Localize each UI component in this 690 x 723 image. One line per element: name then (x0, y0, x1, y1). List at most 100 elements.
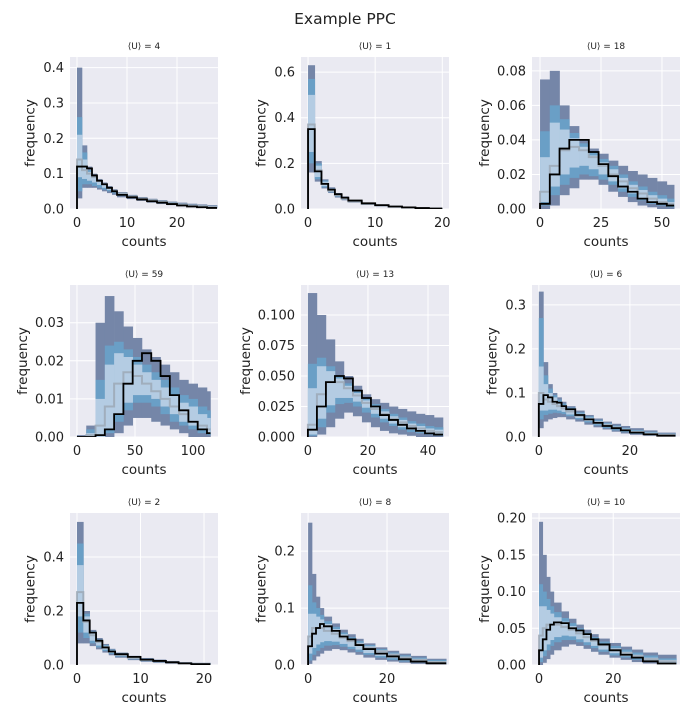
y-tick-label: 0.075 (258, 339, 295, 354)
y-tick-label: 0.0 (274, 203, 295, 218)
subplot-title: ⟨U⟩ = 10 (587, 498, 626, 508)
x-tick-label: 50 (654, 216, 671, 231)
y-tick-label: 0.4 (43, 551, 64, 566)
y-tick-label: 0.02 (35, 354, 64, 369)
subplot-title: ⟨U⟩ = 1 (359, 42, 392, 52)
inner-band-bin (326, 371, 335, 405)
y-tick-label: 0.00 (497, 203, 526, 218)
inner-band-bin (105, 365, 115, 430)
x-tick-label: 20 (169, 216, 186, 231)
y-tick-label: 0.1 (274, 602, 295, 617)
y-tick-label: 0.15 (497, 548, 526, 563)
inner-band-bin (569, 138, 579, 167)
y-tick-label: 0.00 (35, 431, 64, 446)
x-tick-label: 20 (196, 672, 213, 687)
x-tick-label: 20 (622, 444, 639, 459)
inner-band-bin (560, 130, 570, 175)
y-tick-label: 0.3 (43, 96, 64, 111)
y-tick-label: 0.0 (43, 203, 64, 218)
y-tick-label: 0.050 (258, 370, 295, 385)
subplot-title: ⟨U⟩ = 4 (128, 42, 161, 52)
y-tick-label: 0.100 (258, 309, 295, 324)
x-axis-label: counts (583, 690, 628, 706)
y-tick-label: 0.025 (258, 400, 295, 415)
inner-band-bin (317, 366, 326, 418)
x-tick-label: 20 (605, 672, 622, 687)
y-axis-label: frequency (23, 555, 39, 623)
x-tick-label: 0 (536, 216, 544, 231)
inner-band-bin (550, 123, 560, 187)
y-tick-label: 0.0 (505, 431, 526, 446)
y-axis-label: frequency (477, 99, 493, 167)
inner-band-bin (398, 420, 407, 427)
y-tick-label: 0.6 (274, 66, 295, 81)
y-tick-label: 0.04 (497, 133, 526, 148)
inner-band-bin (308, 388, 317, 434)
y-tick-label: 0.08 (497, 64, 526, 79)
x-tick-label: 0 (304, 216, 312, 231)
subplot-title: ⟨U⟩ = 6 (590, 270, 623, 280)
y-axis-label: frequency (485, 327, 501, 395)
inner-band-bin (362, 400, 371, 407)
y-tick-label: 0.1 (43, 167, 64, 182)
inner-band-bin (540, 157, 550, 202)
y-tick-label: 0.2 (274, 157, 295, 172)
y-tick-label: 0.2 (43, 132, 64, 147)
inner-band-bin (151, 380, 161, 399)
inner-band-bin (353, 393, 362, 402)
inner-band-bin (123, 357, 133, 403)
x-axis-label: counts (121, 462, 166, 478)
x-axis-label: counts (352, 690, 397, 706)
y-tick-label: 0.0 (274, 659, 295, 674)
inner-band-bin (179, 403, 189, 422)
x-tick-label: 100 (181, 444, 206, 459)
figure-title: Example PPC (294, 10, 396, 28)
y-tick-label: 0.01 (35, 392, 64, 407)
inner-band-bin (96, 399, 106, 437)
x-tick-label: 20 (434, 216, 451, 231)
x-tick-label: 0 (535, 444, 543, 459)
x-axis-label: counts (352, 234, 397, 250)
x-tick-label: 20 (379, 672, 396, 687)
x-tick-label: 50 (127, 444, 144, 459)
x-axis-label: counts (121, 234, 166, 250)
y-tick-label: 0.20 (497, 512, 526, 527)
subplot-title: ⟨U⟩ = 8 (359, 498, 392, 508)
x-tick-label: 0 (535, 672, 543, 687)
x-axis-label: counts (121, 690, 166, 706)
y-tick-label: 0.1 (505, 386, 526, 401)
y-tick-label: 0.02 (497, 168, 526, 183)
inner-band-bin (198, 414, 208, 429)
subplot-title: ⟨U⟩ = 18 (587, 42, 626, 52)
x-tick-label: 25 (593, 216, 610, 231)
x-tick-label: 0 (73, 672, 81, 687)
subplot-title: ⟨U⟩ = 13 (356, 270, 394, 280)
x-tick-label: 0 (73, 444, 81, 459)
y-axis-label: frequency (238, 327, 254, 395)
subplot-title: ⟨U⟩ = 2 (128, 498, 161, 508)
x-tick-label: 0 (304, 444, 312, 459)
x-tick-label: 20 (360, 444, 377, 459)
y-tick-label: 0.2 (43, 605, 64, 620)
y-tick-label: 0.03 (35, 316, 64, 331)
y-tick-label: 0.00 (497, 659, 526, 674)
y-axis-label: frequency (254, 99, 270, 167)
y-tick-label: 0.05 (497, 622, 526, 637)
x-tick-label: 10 (132, 672, 149, 687)
y-tick-label: 0.000 (258, 431, 295, 446)
inner-band-bin (133, 365, 143, 395)
x-axis-label: counts (583, 234, 628, 250)
y-tick-label: 0.4 (274, 111, 295, 126)
x-axis-label: counts (583, 462, 628, 478)
y-tick-label: 0.2 (505, 342, 526, 357)
y-tick-label: 0.2 (274, 545, 295, 560)
